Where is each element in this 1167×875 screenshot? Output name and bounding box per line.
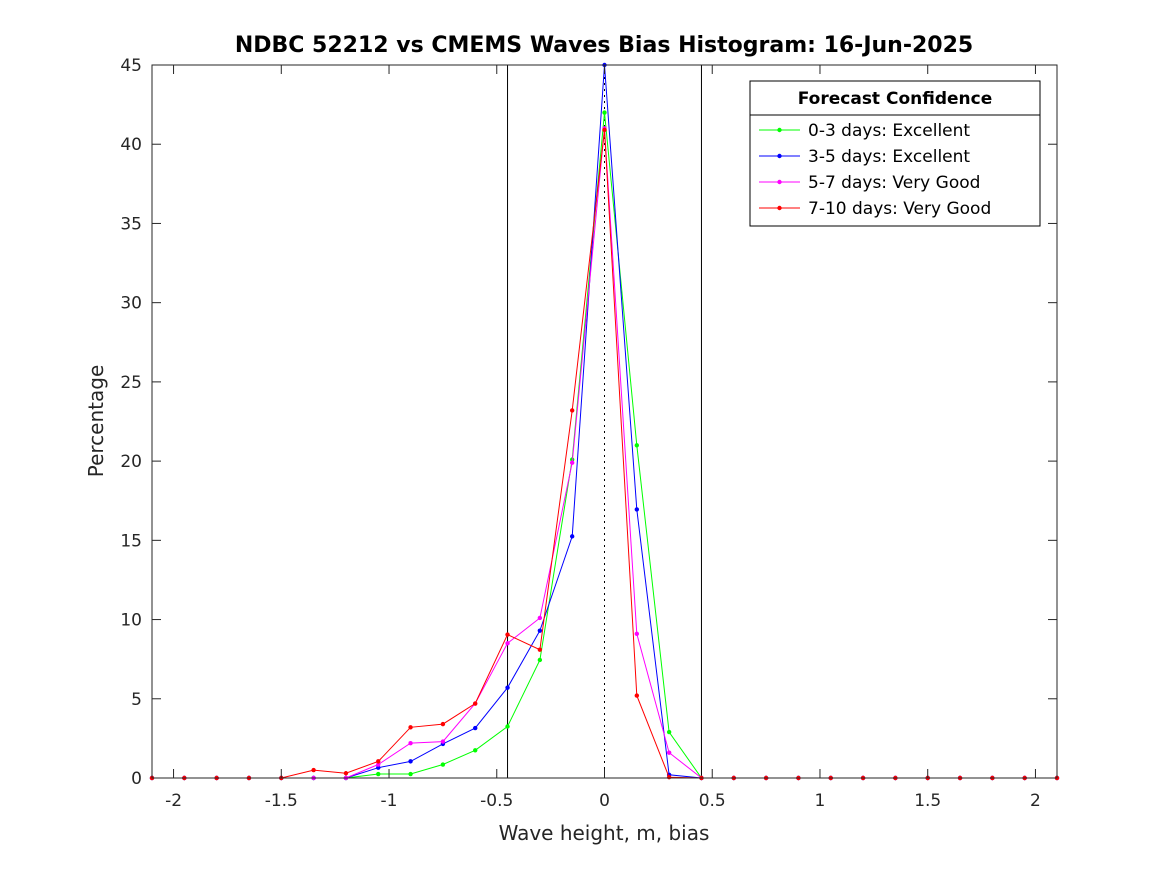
y-tick-label: 10 xyxy=(120,611,142,631)
data-point xyxy=(537,657,543,663)
x-tick-label: 0.5 xyxy=(699,791,726,811)
data-point xyxy=(602,110,607,115)
data-point xyxy=(666,775,672,780)
data-point xyxy=(666,729,672,735)
legend-label: 7-10 days: Very Good xyxy=(808,199,991,219)
data-point xyxy=(634,631,640,637)
data-point xyxy=(440,762,446,767)
data-point xyxy=(634,443,640,448)
data-point xyxy=(505,685,510,690)
legend-marker xyxy=(777,179,782,185)
data-point xyxy=(376,771,381,777)
y-tick-label: 35 xyxy=(120,214,142,234)
data-point xyxy=(537,615,543,621)
legend-title: Forecast Confidence xyxy=(798,89,993,109)
x-axis-label: Wave height, m, bias xyxy=(499,821,710,845)
y-tick-label: 30 xyxy=(120,294,142,314)
data-point xyxy=(473,701,478,706)
legend-label: 0-3 days: Excellent xyxy=(808,121,970,141)
x-tick-label: -2 xyxy=(165,791,182,811)
data-point xyxy=(440,739,446,744)
data-point xyxy=(343,771,349,776)
data-point xyxy=(505,724,510,729)
legend-box xyxy=(749,80,1041,227)
data-point xyxy=(376,765,381,770)
x-tick-label: -1 xyxy=(381,791,398,811)
x-tick-label: 1.5 xyxy=(914,791,941,811)
x-tick-label: -0.5 xyxy=(480,791,513,811)
plot-area: -2 -1.5 -1 -0.5 0 0.5 1 1.5 2051015202530354045F… xyxy=(120,56,1060,811)
data-point xyxy=(569,460,575,465)
legend-label: 3-5 days: Excellent xyxy=(808,147,970,167)
y-tick-label: 40 xyxy=(120,135,142,155)
y-tick-label: 5 xyxy=(131,690,142,710)
data-point xyxy=(537,628,543,633)
data-point xyxy=(408,771,413,777)
data-point xyxy=(408,740,413,746)
x-tick-label: 0 xyxy=(599,791,610,811)
legend: Forecast Confidence 0-3 days: Excellent 3-… xyxy=(749,80,1041,227)
data-point xyxy=(440,721,446,727)
data-point xyxy=(537,647,543,652)
data-point xyxy=(376,759,381,764)
data-point xyxy=(376,762,381,767)
data-point xyxy=(569,408,575,413)
data-point xyxy=(408,725,413,730)
y-tick-label: 20 xyxy=(120,452,142,472)
chart-title: NDBC 52212 vs CMEMS Waves Bias Histogram… xyxy=(235,33,973,58)
data-point xyxy=(311,767,316,773)
x-tick-label: 1 xyxy=(815,791,826,811)
data-point xyxy=(505,632,510,637)
data-point xyxy=(634,693,640,698)
legend-marker xyxy=(777,153,782,159)
legend-entry: 0-3 days: Excellent xyxy=(759,121,970,141)
data-point xyxy=(634,507,640,512)
y-tick-label: 25 xyxy=(120,373,142,393)
x-tick-label: 2 xyxy=(1030,791,1041,811)
legend-marker xyxy=(777,205,782,211)
data-point xyxy=(602,127,607,133)
data-point xyxy=(473,725,478,731)
legend-label: 5-7 days: Very Good xyxy=(808,173,980,193)
data-point xyxy=(666,750,672,755)
data-point xyxy=(473,748,478,753)
data-point xyxy=(408,759,413,764)
y-tick-label: 45 xyxy=(120,56,142,76)
data-point xyxy=(569,534,575,539)
data-point xyxy=(505,641,510,646)
legend-entry: 7-10 days: Very Good xyxy=(759,199,991,219)
legend-marker xyxy=(777,127,782,133)
x-tick-label: -1.5 xyxy=(265,791,298,811)
y-tick-label: 0 xyxy=(131,769,142,789)
legend-entry: 3-5 days: Excellent xyxy=(759,147,970,167)
legend-entry: 5-7 days: Very Good xyxy=(759,173,980,193)
y-axis-label: Percentage xyxy=(84,365,108,478)
y-tick-label: 15 xyxy=(120,531,142,551)
